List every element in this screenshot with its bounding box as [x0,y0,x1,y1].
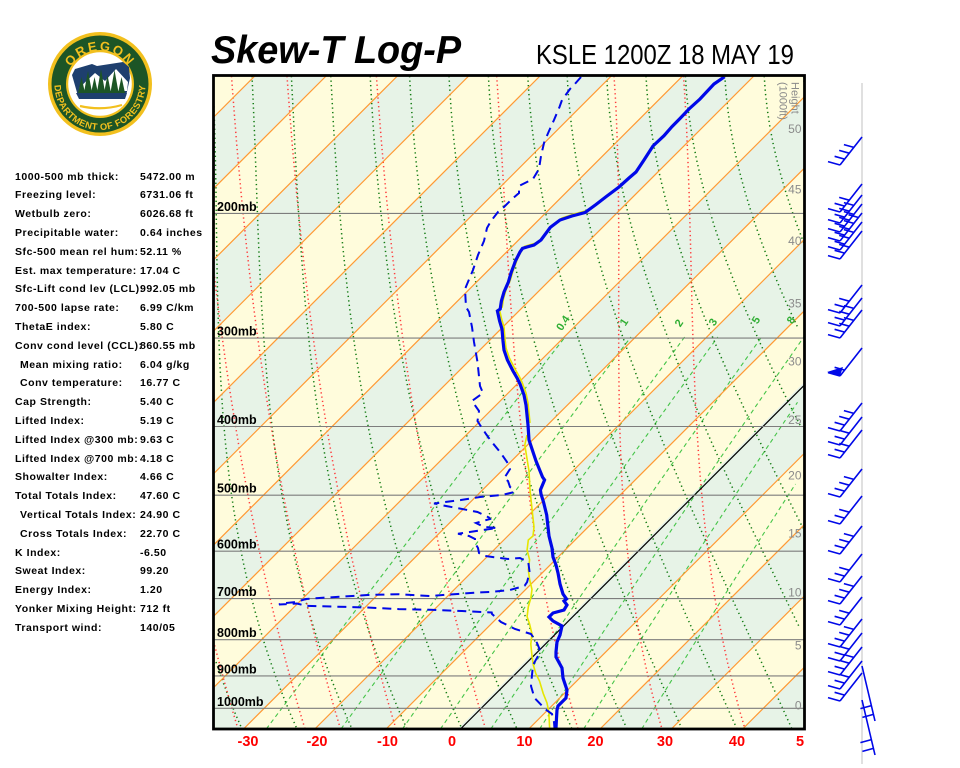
svg-text:1000mb: 1000mb [217,695,264,709]
svg-text:900mb: 900mb [217,662,257,676]
svg-text:400mb: 400mb [217,413,257,427]
svg-text:-20: -20 [307,734,328,750]
svg-text:40: 40 [788,234,802,248]
svg-text:8: 8 [785,315,798,327]
svg-text:500mb: 500mb [217,482,257,496]
svg-text:45: 45 [788,182,802,196]
svg-text:1: 1 [618,317,631,329]
svg-text:800mb: 800mb [217,626,257,640]
svg-text:-30: -30 [238,734,259,750]
svg-text:10: 10 [788,585,802,599]
svg-text:5: 5 [795,638,802,652]
svg-text:0: 0 [448,734,456,750]
svg-text:3: 3 [707,317,720,329]
svg-text:700mb: 700mb [217,585,257,599]
svg-text:5: 5 [796,734,804,750]
svg-text:200mb: 200mb [217,200,257,214]
svg-text:(1000ft): (1000ft) [777,82,789,120]
svg-text:2: 2 [673,318,686,330]
svg-text:40: 40 [729,734,745,750]
svg-text:30: 30 [657,734,673,750]
svg-text:0: 0 [795,699,802,713]
svg-text:15: 15 [788,526,802,540]
svg-text:30: 30 [788,355,802,369]
svg-text:35: 35 [788,296,802,310]
svg-text:600mb: 600mb [217,538,257,552]
svg-text:50: 50 [788,122,802,136]
svg-text:300mb: 300mb [217,325,257,339]
svg-text:25: 25 [788,413,802,427]
svg-text:10: 10 [516,734,532,750]
svg-text:5: 5 [750,315,763,327]
svg-text:-10: -10 [377,734,398,750]
svg-text:Height: Height [789,82,801,114]
svg-text:20: 20 [587,734,603,750]
svg-text:20: 20 [788,468,802,482]
